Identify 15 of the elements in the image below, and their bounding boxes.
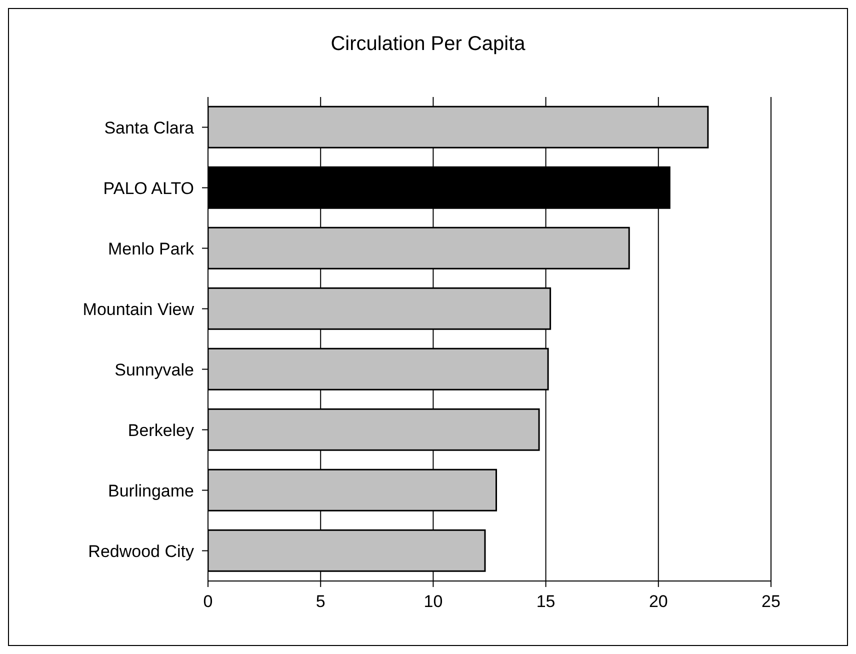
x-tick-label: 15 <box>536 592 556 612</box>
y-tick-label: Menlo Park <box>108 239 194 258</box>
x-tick-label: 25 <box>762 592 780 612</box>
x-tick-label: 5 <box>316 592 326 612</box>
chart-title: Circulation Per Capita <box>330 33 526 56</box>
x-tick-label: 10 <box>424 592 443 612</box>
y-tick-label: Burlingame <box>108 481 194 500</box>
y-tick-label: Sunnyvale <box>114 360 194 380</box>
y-tick-label: Mountain View <box>82 300 195 319</box>
y-tick-label: PALO ALTO <box>103 178 194 198</box>
y-tick-label: Redwood City <box>88 542 194 561</box>
y-tick-label: Berkeley <box>128 420 194 440</box>
x-tick-label: 20 <box>648 592 668 612</box>
x-tick-label: 0 <box>203 592 213 612</box>
y-tick-label: Santa Clara <box>104 118 195 138</box>
